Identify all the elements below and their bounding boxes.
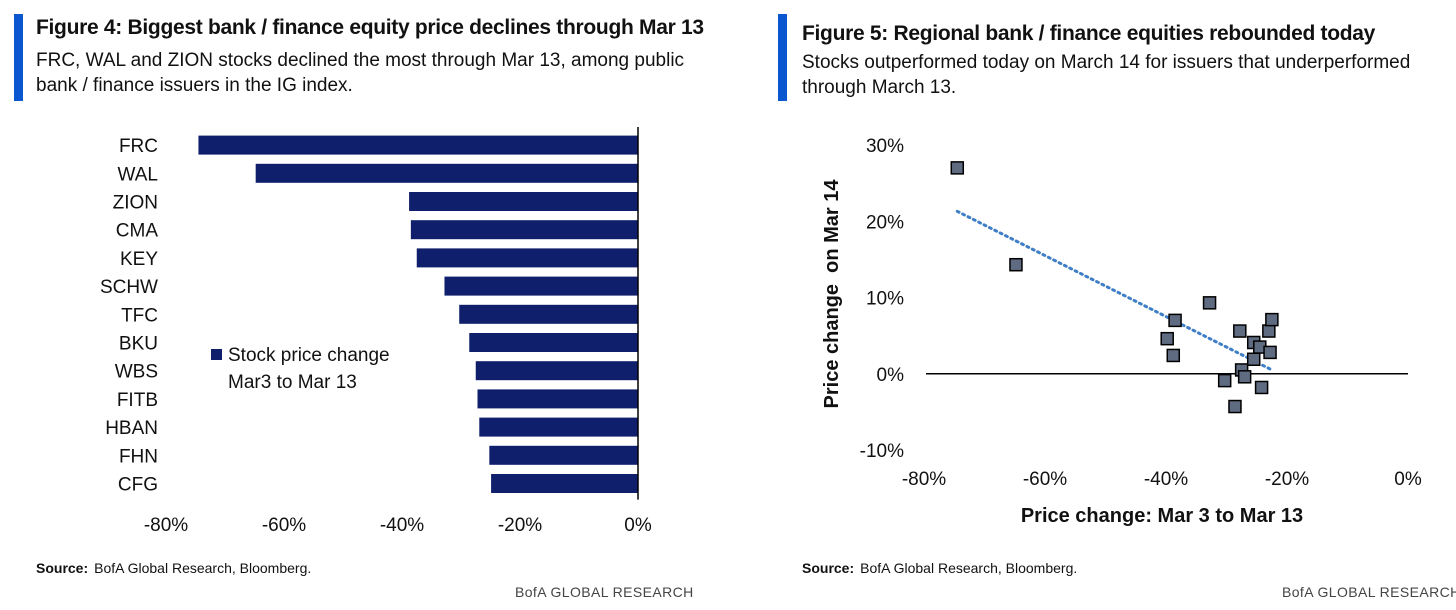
source-label: Source: — [802, 560, 855, 576]
scatter-point — [1160, 331, 1174, 346]
trend-line — [955, 209, 1274, 372]
x-tick-label: -40% — [1144, 469, 1188, 490]
scatter-point — [1228, 399, 1242, 414]
x-tick-label: 0% — [624, 515, 652, 536]
x-tick-label: 0% — [1394, 469, 1422, 490]
y-tick-label: 20% — [866, 212, 904, 233]
figure-5-source: Source: BofA Global Research, Bloomberg. — [802, 560, 1077, 576]
scatter-point — [950, 161, 965, 175]
y-tick-label: 30% — [866, 136, 904, 157]
category-label: CMA — [116, 221, 159, 242]
y-tick-label: 0% — [877, 365, 905, 386]
x-tick-label: -80% — [902, 469, 946, 490]
bar-bku — [469, 333, 638, 352]
bar-chart: FRC WAL ZION CMA KEY SCHW TFC BKU WBS FITB HBAN FHN… — [100, 127, 652, 536]
bar-cma — [410, 220, 638, 240]
bar-cfg — [491, 474, 638, 493]
figure-4-subtitle: FRC, WAL and ZION stocks declined the mo… — [36, 50, 685, 96]
category-label: WBS — [115, 362, 158, 383]
scatter-point — [1262, 324, 1276, 338]
x-tick-label: -20% — [498, 515, 542, 536]
category-label: FITB — [117, 390, 158, 411]
accent-bar — [778, 14, 787, 101]
scatter-point — [1168, 313, 1182, 328]
y-tick-label: -10% — [860, 441, 904, 462]
scatter-point — [1263, 345, 1277, 360]
figure-4-title: Figure 4: Biggest bank / finance equity … — [36, 16, 704, 39]
bar-zion — [409, 192, 638, 211]
x-tick-label: -60% — [1023, 469, 1067, 490]
figure-5-title: Figure 5: Regional bank / finance equiti… — [802, 22, 1376, 45]
legend-swatch — [211, 349, 222, 360]
scatter-point — [1217, 373, 1232, 388]
figure-4-brand: BofA GLOBAL RESEARCH — [515, 584, 694, 600]
category-label: ZION — [113, 193, 158, 214]
bar-wal — [255, 163, 638, 183]
category-label: CFG — [118, 475, 158, 496]
figure-5-panel: Figure 5: Regional bank / finance equiti… — [728, 0, 1456, 610]
x-tick-label: -60% — [262, 515, 306, 536]
scatter-point — [1009, 257, 1023, 272]
source-label: Source: — [36, 560, 89, 576]
bar-fitb — [477, 389, 638, 409]
category-label: WAL — [118, 164, 158, 185]
category-label: FRC — [119, 136, 158, 157]
bar-frc — [198, 135, 638, 155]
figure-5-brand: BofA GLOBAL RESEARCH — [1282, 584, 1456, 600]
y-axis-title: Price change on Mar 14 — [821, 179, 843, 409]
category-label: FHN — [119, 446, 158, 467]
source-text: BofA Global Research, Bloomberg. — [94, 560, 312, 576]
scatter-point — [1233, 324, 1247, 338]
scatter-point — [1246, 352, 1261, 367]
legend-label: Stock price change — [228, 345, 390, 366]
scatter-point — [1202, 296, 1217, 310]
figure-4-panel: Figure 4: Biggest bank / finance equity … — [14, 14, 704, 600]
category-label: KEY — [120, 249, 158, 270]
y-tick-label: 10% — [866, 289, 904, 310]
accent-bar — [14, 14, 23, 101]
figure-4-source: Source: BofA Global Research, Bloomberg. — [36, 560, 311, 576]
x-tick-label: -20% — [1265, 469, 1309, 490]
bar-key — [416, 248, 638, 268]
category-label: BKU — [119, 334, 158, 355]
category-label: TFC — [121, 305, 158, 326]
scatter-chart: 30% 20% 10% 0% -10% -80% -60% -40% -20% 0% Price c… — [821, 136, 1422, 527]
x-tick-label: -80% — [144, 515, 188, 536]
bar-fhn — [489, 445, 638, 465]
scatter-point — [1237, 370, 1252, 384]
scatter-point — [1166, 348, 1181, 363]
x-tick-label: -40% — [380, 515, 424, 536]
bar-hban — [479, 417, 638, 437]
figure-5-subtitle: Stocks outperformed today on March 14 fo… — [802, 52, 1411, 98]
legend-label: Mar3 to Mar 13 — [228, 372, 357, 393]
bar-tfc — [459, 304, 638, 324]
source-text: BofA Global Research, Bloomberg. — [860, 560, 1078, 576]
bar-schw — [444, 276, 638, 296]
category-label: SCHW — [100, 277, 158, 298]
x-axis-title: Price change: Mar 3 to Mar 13 — [1021, 505, 1303, 527]
bar-wbs — [475, 361, 638, 381]
scatter-point — [1254, 380, 1269, 395]
scatter-point — [1265, 312, 1279, 327]
category-label: HBAN — [105, 418, 158, 439]
